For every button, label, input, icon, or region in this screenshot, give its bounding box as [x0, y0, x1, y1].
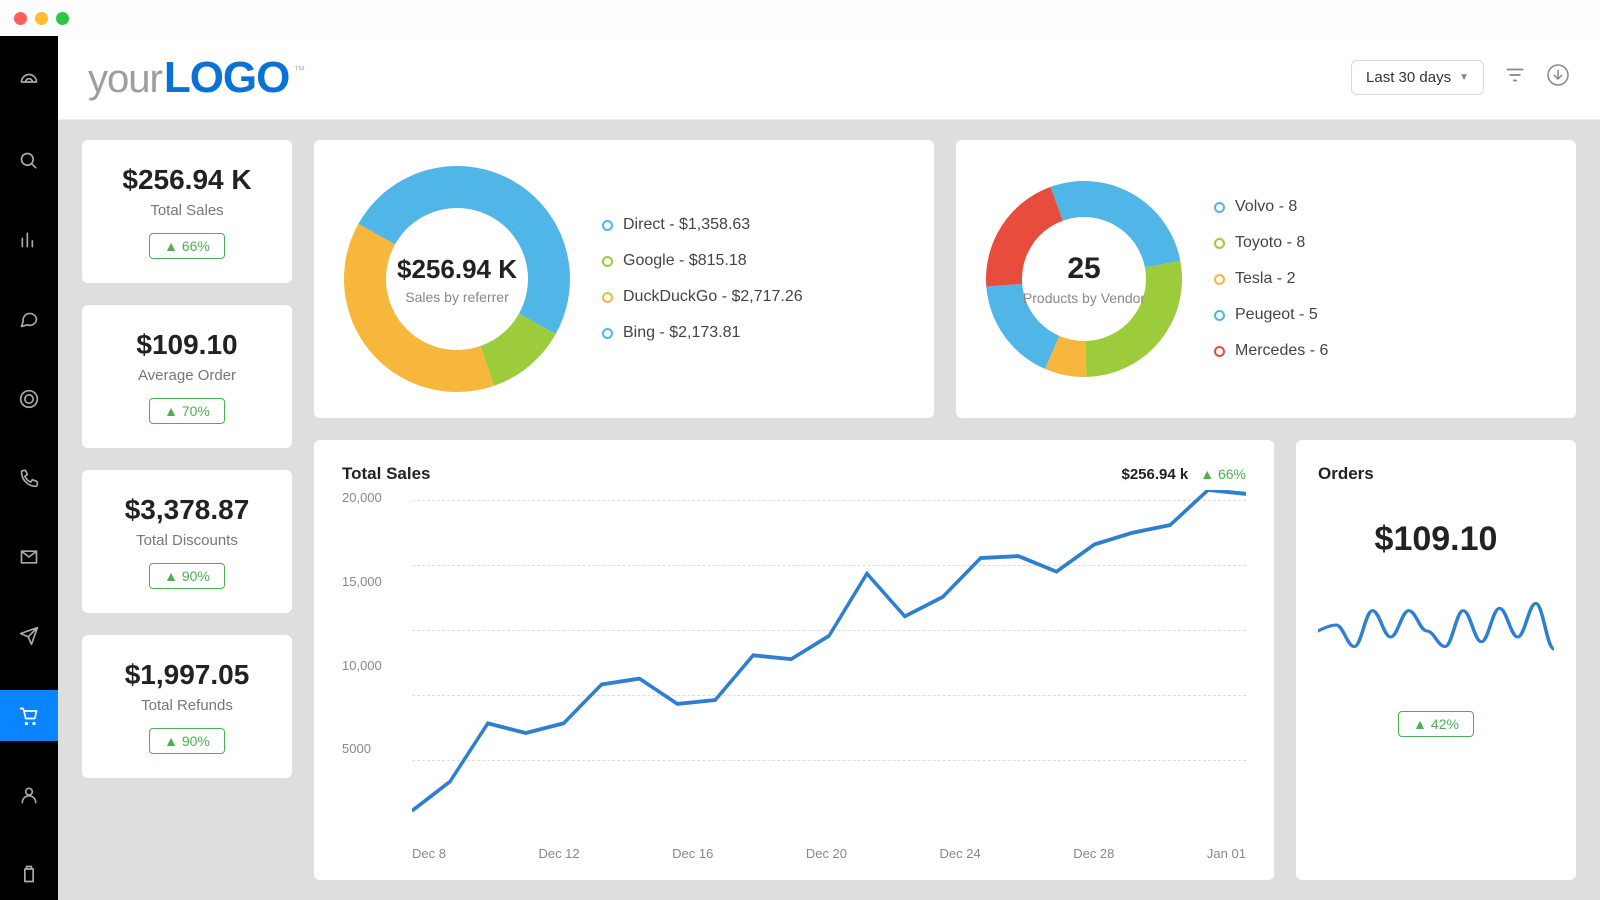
chat-icon	[19, 309, 39, 329]
legend-item-0: Direct - $1,358.63	[602, 216, 803, 234]
logo-part2: LOGO	[164, 53, 290, 103]
kpi-label: Total Refunds	[98, 697, 276, 714]
cart-icon	[19, 706, 39, 726]
kpi-value: $1,997.05	[98, 659, 276, 691]
send-icon	[19, 626, 39, 646]
legend-item-3: Peugeot - 5	[1214, 306, 1328, 324]
legend-item-2: DuckDuckGo - $2,717.26	[602, 288, 803, 306]
donut1-value: $256.94 K	[397, 254, 517, 285]
kpi-trend-badge: ▲ 90%	[149, 728, 225, 754]
logo-part1: your	[88, 57, 162, 102]
legend-label: Bing - $2,173.81	[623, 324, 740, 342]
logo-tm: ™	[293, 63, 305, 77]
sidebar-item-0[interactable]	[0, 56, 58, 107]
legend-dot	[1214, 346, 1225, 357]
phone-icon	[19, 468, 39, 488]
minimize-dot[interactable]	[35, 12, 48, 25]
kpi-label: Total Discounts	[98, 532, 276, 549]
clipboard-icon	[19, 864, 39, 884]
orders-title: Orders	[1318, 464, 1554, 484]
sidebar-item-1[interactable]	[0, 135, 58, 186]
kpi-label: Total Sales	[98, 202, 276, 219]
orders-card: Orders $109.10 ▲ 42%	[1296, 440, 1576, 880]
legend-item-3: Bing - $2,173.81	[602, 324, 803, 342]
sidebar-item-2[interactable]	[0, 215, 58, 266]
kpi-value: $109.10	[98, 329, 276, 361]
donut1-label: Sales by referrer	[405, 289, 508, 305]
legend-dot	[1214, 238, 1225, 249]
search-icon	[19, 151, 39, 171]
legend-dot	[602, 256, 613, 267]
window-titlebar	[0, 0, 1600, 36]
top-bar: your LOGO ™ Last 30 days ▼	[58, 36, 1600, 120]
mail-icon	[19, 547, 39, 567]
legend-item-0: Volvo - 8	[1214, 198, 1328, 216]
sidebar-item-5[interactable]	[0, 452, 58, 503]
sales-chart-value: $256.94 k	[1121, 466, 1188, 483]
kpi-trend-badge: ▲ 90%	[149, 563, 225, 589]
sidebar	[0, 36, 58, 900]
legend-dot	[1214, 202, 1225, 213]
date-range-button[interactable]: Last 30 days ▼	[1351, 60, 1484, 95]
kpi-trend-badge: ▲ 70%	[149, 398, 225, 424]
donut2-label: Products by Vendor	[1023, 290, 1145, 306]
legend-label: Direct - $1,358.63	[623, 216, 750, 234]
kpi-card-2: $3,378.87 Total Discounts ▲ 90%	[82, 470, 292, 613]
dashboard-icon	[19, 72, 39, 92]
legend-dot	[1214, 310, 1225, 321]
legend-item-1: Toyoto - 8	[1214, 234, 1328, 252]
legend-dot	[602, 292, 613, 303]
orders-value: $109.10	[1318, 520, 1554, 559]
products-by-vendor-card: 25 Products by Vendor Volvo - 8 Toyoto - …	[956, 140, 1576, 418]
kpi-label: Average Order	[98, 367, 276, 384]
legend-item-4: Mercedes - 6	[1214, 342, 1328, 360]
chart-icon	[19, 230, 39, 250]
sales-chart-trend: ▲ 66%	[1200, 466, 1246, 482]
chevron-down-icon: ▼	[1459, 72, 1469, 83]
sidebar-item-6[interactable]	[0, 532, 58, 583]
download-icon[interactable]	[1546, 63, 1570, 92]
sidebar-item-3[interactable]	[0, 294, 58, 345]
legend-dot	[602, 328, 613, 339]
kpi-value: $3,378.87	[98, 494, 276, 526]
kpi-card-3: $1,997.05 Total Refunds ▲ 90%	[82, 635, 292, 778]
user-icon	[19, 785, 39, 805]
close-dot[interactable]	[14, 12, 27, 25]
legend-label: DuckDuckGo - $2,717.26	[623, 288, 803, 306]
orders-trend-badge: ▲ 42%	[1398, 711, 1474, 737]
legend-dot	[1214, 274, 1225, 285]
sidebar-item-10[interactable]	[0, 849, 58, 900]
donut2-value: 25	[1067, 252, 1100, 286]
kpi-card-1: $109.10 Average Order ▲ 70%	[82, 305, 292, 448]
legend-label: Mercedes - 6	[1235, 342, 1328, 360]
legend-label: Peugeot - 5	[1235, 306, 1318, 324]
legend-label: Volvo - 8	[1235, 198, 1297, 216]
filter-icon[interactable]	[1504, 64, 1526, 91]
orders-sparkline	[1318, 577, 1554, 697]
sales-chart-title: Total Sales	[342, 464, 431, 484]
sales-by-referrer-card: $256.94 K Sales by referrer Direct - $1,…	[314, 140, 934, 418]
legend-item-1: Google - $815.18	[602, 252, 803, 270]
date-range-label: Last 30 days	[1366, 69, 1451, 86]
kpi-card-0: $256.94 K Total Sales ▲ 66%	[82, 140, 292, 283]
legend-item-2: Tesla - 2	[1214, 270, 1328, 288]
kpi-value: $256.94 K	[98, 164, 276, 196]
legend-label: Toyoto - 8	[1235, 234, 1305, 252]
logo: your LOGO ™	[88, 53, 303, 103]
target-icon	[19, 389, 39, 409]
legend-label: Tesla - 2	[1235, 270, 1295, 288]
legend-label: Google - $815.18	[623, 252, 747, 270]
sidebar-item-8[interactable]	[0, 690, 58, 741]
maximize-dot[interactable]	[56, 12, 69, 25]
kpi-trend-badge: ▲ 66%	[149, 233, 225, 259]
sidebar-item-7[interactable]	[0, 611, 58, 662]
total-sales-card: Total Sales $256.94 k ▲ 66% 20,00015,000…	[314, 440, 1274, 880]
sidebar-item-4[interactable]	[0, 373, 58, 424]
sidebar-item-9[interactable]	[0, 769, 58, 820]
legend-dot	[602, 220, 613, 231]
